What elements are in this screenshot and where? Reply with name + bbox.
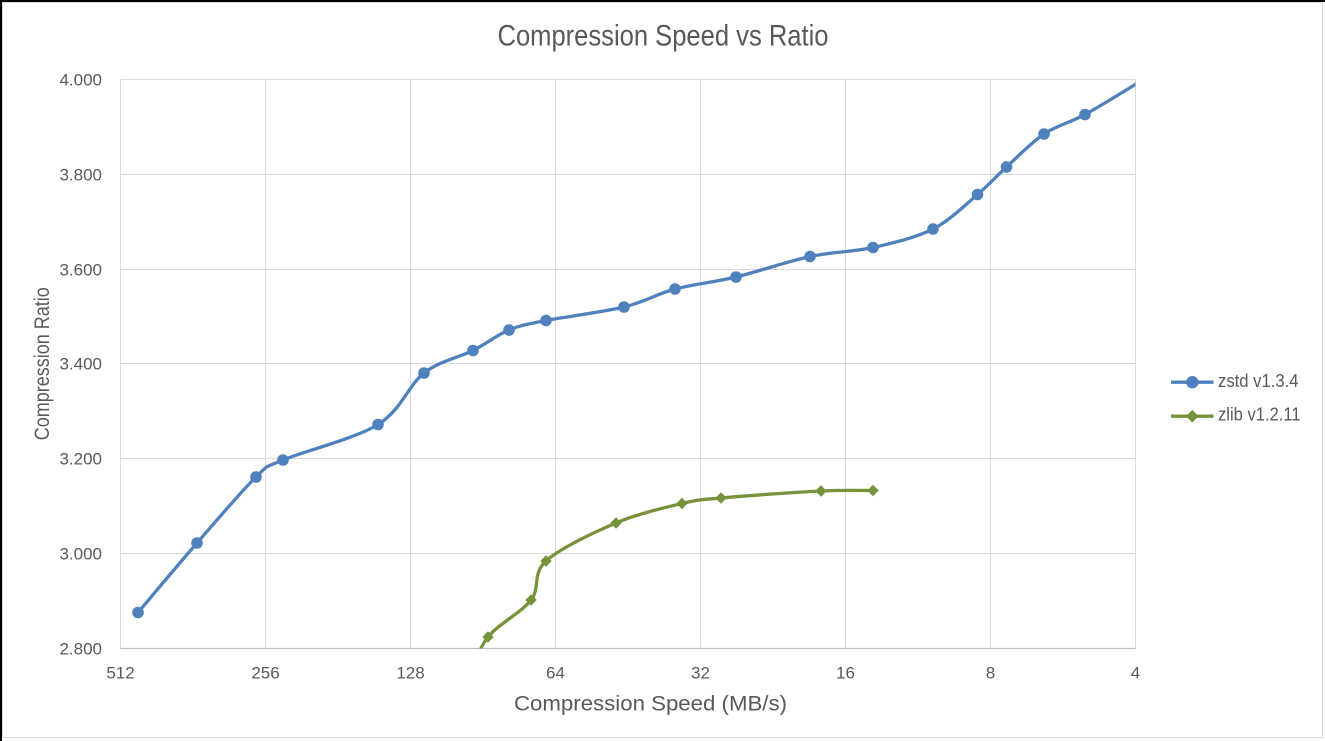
svg-text:8: 8 (986, 664, 995, 683)
svg-text:256: 256 (251, 664, 279, 683)
svg-text:3.000: 3.000 (59, 545, 102, 564)
svg-text:3.800: 3.800 (59, 166, 102, 185)
svg-text:128: 128 (396, 664, 424, 683)
svg-text:Compression Speed (MB/s): Compression Speed (MB/s) (514, 693, 787, 716)
svg-text:3.200: 3.200 (59, 450, 102, 469)
svg-text:zstd v1.3.4: zstd v1.3.4 (1218, 371, 1299, 391)
svg-text:3.600: 3.600 (59, 261, 102, 280)
svg-text:16: 16 (836, 664, 855, 683)
svg-text:32: 32 (691, 664, 710, 683)
svg-text:4.000: 4.000 (59, 71, 102, 90)
svg-text:Compression Speed vs Ratio: Compression Speed vs Ratio (498, 20, 829, 53)
svg-text:4: 4 (1131, 664, 1140, 683)
svg-text:64: 64 (546, 664, 565, 683)
svg-text:512: 512 (106, 664, 134, 683)
svg-text:3.400: 3.400 (59, 355, 102, 374)
svg-text:zlib v1.2.11: zlib v1.2.11 (1218, 405, 1301, 425)
svg-text:2.800: 2.800 (59, 640, 102, 659)
svg-text:Compression Ratio: Compression Ratio (31, 287, 54, 440)
